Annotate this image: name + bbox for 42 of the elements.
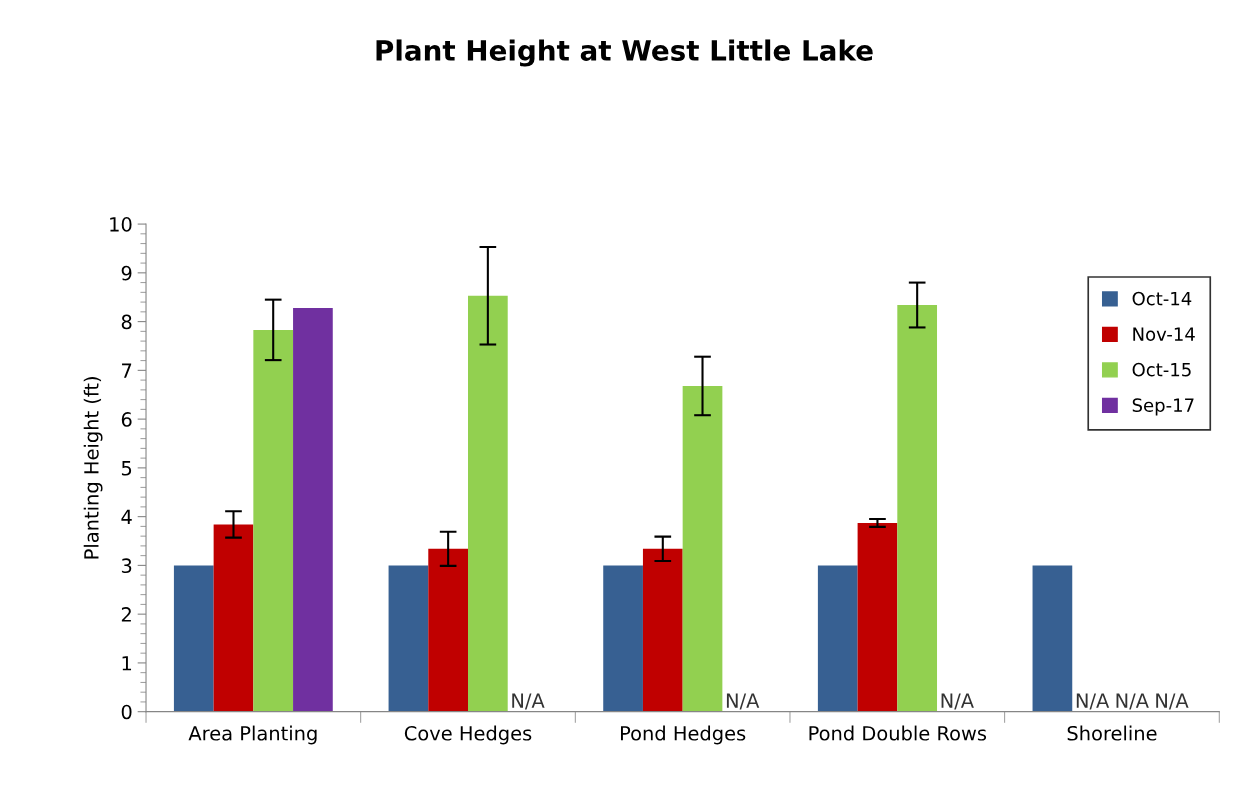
y-tick-label: 7: [122, 363, 132, 378]
bar: [817, 565, 858, 712]
bar: [253, 329, 294, 712]
bar: [213, 524, 254, 712]
y-tick-label: 6: [121, 412, 132, 427]
bar: [388, 565, 429, 712]
x-tick-label: Area Planting: [188, 725, 317, 745]
bar: [603, 565, 643, 712]
y-tick-label: 8: [121, 314, 132, 330]
text: N/A: [1156, 693, 1189, 710]
y-tick-label: 4: [121, 509, 132, 525]
bar: [428, 548, 468, 712]
text: N/A: [941, 693, 974, 710]
x-tick-label: Cove Hedges: [404, 725, 532, 745]
x-tick-label: Shoreline: [1067, 725, 1157, 741]
text: N/A: [726, 693, 760, 710]
y-tick-label: 10: [110, 217, 132, 232]
bar: [682, 385, 723, 712]
legend-label: Oct-14: [1132, 291, 1192, 306]
x-tick-label: Pond Hedges: [621, 725, 746, 745]
x-tick-label: Pond Double Rows: [809, 725, 987, 741]
bar: [173, 565, 214, 712]
bar: [1032, 565, 1073, 712]
legend-label: Oct-15: [1132, 362, 1191, 377]
y-tick-label: 3: [121, 558, 132, 574]
y-tick-label: 9: [121, 265, 132, 281]
text: N/A: [1076, 693, 1110, 710]
y-tick-label: 0: [121, 704, 132, 720]
chart-title: Plant Height at West Little Lake: [376, 39, 873, 67]
legend-label: Sep-17: [1132, 398, 1194, 416]
text: N/A: [1116, 693, 1149, 710]
y-axis-title: Planting Height (ft): [83, 377, 103, 559]
bar: [857, 522, 898, 712]
legend-label: Nov-14: [1133, 327, 1195, 341]
bar: [468, 295, 508, 712]
y-tick-label: 5: [121, 461, 132, 476]
bar: [642, 548, 683, 712]
bar: [897, 305, 938, 712]
text: N/A: [512, 693, 545, 710]
y-tick-label: 2: [121, 607, 131, 622]
bar: [293, 307, 333, 712]
y-tick-label: 1: [122, 656, 132, 671]
